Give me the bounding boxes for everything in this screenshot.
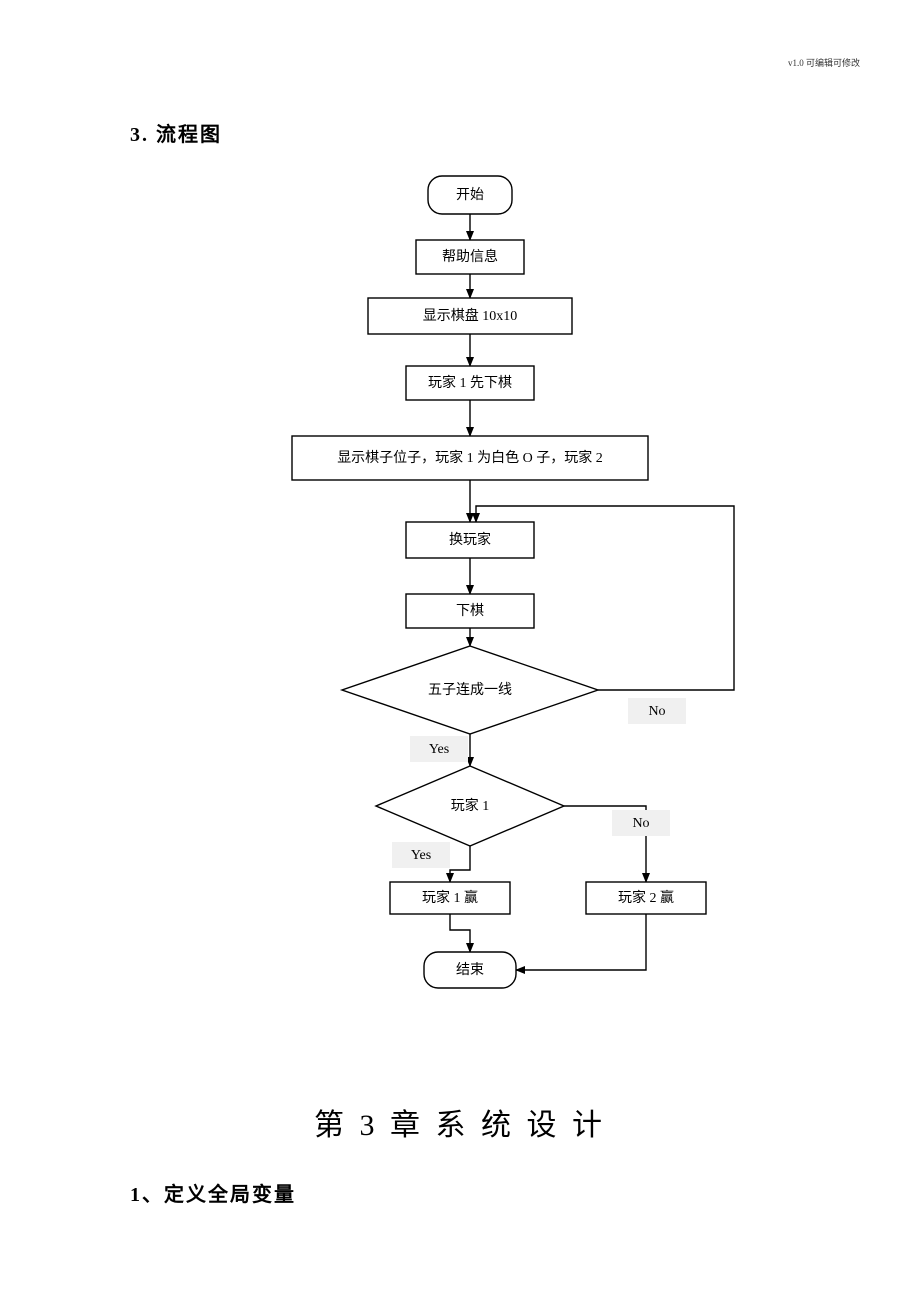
- header-note: v1.0 可编辑可修改: [788, 56, 860, 69]
- section-title: 3. 流程图: [130, 118, 222, 147]
- flow-node-end: 结束: [424, 952, 516, 988]
- flow-node-help: 帮助信息: [416, 240, 524, 274]
- svg-text:开始: 开始: [456, 187, 484, 203]
- svg-text:显示棋盘 10x10: 显示棋盘 10x10: [423, 307, 518, 324]
- flow-label-no2: No: [612, 810, 670, 836]
- svg-text:No: No: [648, 704, 665, 719]
- svg-text:结束: 结束: [456, 962, 484, 978]
- svg-text:下棋: 下棋: [456, 603, 484, 619]
- flow-edge: [450, 914, 470, 952]
- flow-node-fiveline: 五子连成一线: [342, 646, 598, 734]
- flow-node-showpiece: 显示棋子位子，玩家 1 为白色 O 子，玩家 2: [292, 436, 648, 480]
- svg-text:玩家 1 赢: 玩家 1 赢: [422, 889, 478, 906]
- svg-text:五子连成一线: 五子连成一线: [428, 682, 512, 698]
- svg-text:Yes: Yes: [411, 848, 431, 863]
- svg-text:No: No: [632, 816, 649, 831]
- flow-node-start: 开始: [428, 176, 512, 214]
- svg-text:玩家 1: 玩家 1: [451, 797, 490, 814]
- flow-node-isP1: 玩家 1: [376, 766, 564, 846]
- document-page: v1.0 可编辑可修改 3. 流程图 开始帮助信息显示棋盘 10x10 玩家 1 …: [0, 0, 920, 1303]
- flow-edge: [450, 846, 470, 882]
- sub-title: 1、定义全局变量: [130, 1178, 296, 1207]
- svg-text:玩家 1 先下棋: 玩家 1 先下棋: [428, 374, 512, 391]
- flowchart: 开始帮助信息显示棋盘 10x10 玩家 1 先下棋显示棋子位子，玩家 1 为白色 …: [130, 170, 780, 1050]
- chapter-title: 第 3 章 系 统 设 计: [0, 1100, 920, 1144]
- flow-label-yes1: Yes: [410, 736, 468, 762]
- flow-node-p1first: 玩家 1 先下棋: [406, 366, 534, 400]
- flow-label-no1: No: [628, 698, 686, 724]
- flow-node-swap: 换玩家: [406, 522, 534, 558]
- svg-text:显示棋子位子，玩家 1 为白色 O 子，玩家 2: 显示棋子位子，玩家 1 为白色 O 子，玩家 2: [337, 449, 603, 466]
- flow-edge: [516, 914, 646, 970]
- flow-label-yes2: Yes: [392, 842, 450, 868]
- svg-text:帮助信息: 帮助信息: [442, 248, 498, 265]
- flow-node-board: 显示棋盘 10x10: [368, 298, 572, 334]
- flow-node-p1win: 玩家 1 赢: [390, 882, 510, 914]
- flow-node-p2win: 玩家 2 赢: [586, 882, 706, 914]
- svg-text:Yes: Yes: [429, 742, 449, 757]
- svg-text:换玩家: 换玩家: [449, 531, 491, 548]
- svg-text:玩家 2 赢: 玩家 2 赢: [618, 889, 674, 906]
- flow-node-play: 下棋: [406, 594, 534, 628]
